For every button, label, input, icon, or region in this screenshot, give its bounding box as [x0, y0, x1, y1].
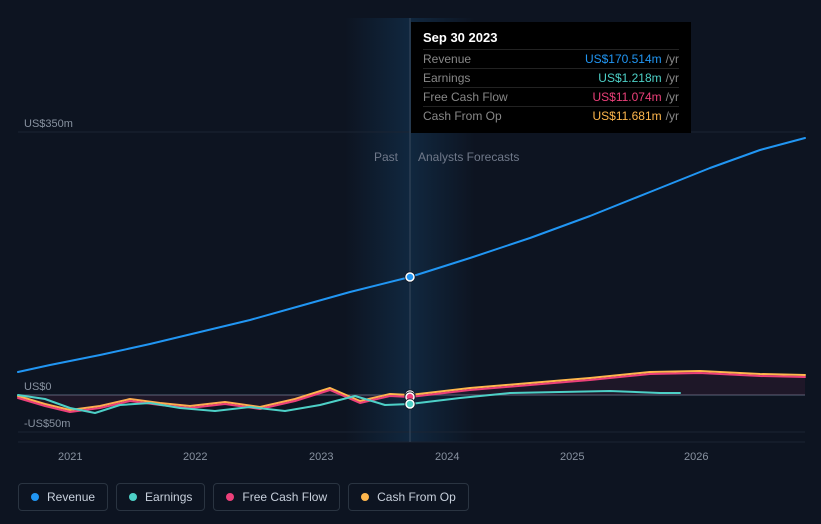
x-axis-tick: 2024 — [435, 451, 459, 463]
legend-item-revenue[interactable]: Revenue — [18, 483, 108, 511]
tooltip-metric-suffix: /yr — [666, 52, 679, 66]
tooltip-metric-label: Free Cash Flow — [423, 90, 508, 104]
legend-item-free-cash-flow[interactable]: Free Cash Flow — [213, 483, 340, 511]
legend-label: Revenue — [47, 490, 95, 504]
past-label: Past — [374, 150, 398, 164]
tooltip-row: Revenue US$170.514m/yr — [423, 49, 679, 68]
tooltip-metric-suffix: /yr — [666, 71, 679, 85]
legend-label: Free Cash Flow — [242, 490, 327, 504]
tooltip-date: Sep 30 2023 — [423, 30, 679, 45]
tooltip-row: Cash From Op US$11.681m/yr — [423, 106, 679, 125]
financials-chart: US$350m US$0 -US$50m 2021 2022 2023 2024 2025 2… — [0, 0, 821, 524]
tooltip-metric-value: US$1.218m — [598, 71, 661, 85]
tooltip-metric-label: Cash From Op — [423, 109, 502, 123]
legend-item-earnings[interactable]: Earnings — [116, 483, 205, 511]
x-axis-tick: 2025 — [560, 451, 584, 463]
legend-label: Cash From Op — [377, 490, 456, 504]
chart-legend: Revenue Earnings Free Cash Flow Cash From O… — [18, 483, 469, 511]
tooltip-metric-suffix: /yr — [666, 109, 679, 123]
legend-dot-icon — [226, 493, 234, 501]
x-axis-tick: 2023 — [309, 451, 333, 463]
y-axis-tick: -US$50m — [24, 418, 70, 430]
y-axis-tick: US$350m — [24, 118, 73, 130]
tooltip-row: Free Cash Flow US$11.074m/yr — [423, 87, 679, 106]
forecast-label: Analysts Forecasts — [418, 150, 519, 164]
legend-dot-icon — [31, 493, 39, 501]
tooltip-metric-value: US$11.681m — [593, 109, 662, 123]
tooltip-row: Earnings US$1.218m/yr — [423, 68, 679, 87]
legend-dot-icon — [361, 493, 369, 501]
legend-dot-icon — [129, 493, 137, 501]
tooltip-metric-label: Revenue — [423, 52, 471, 66]
y-axis-tick: US$0 — [24, 381, 52, 393]
chart-tooltip: Sep 30 2023 RevenueUS$170.514m/yrEarning… — [411, 22, 691, 133]
tooltip-metric-value: US$11.074m — [593, 90, 662, 104]
tooltip-metric-label: Earnings — [423, 71, 470, 85]
x-axis-tick: 2021 — [58, 451, 82, 463]
x-axis-tick: 2026 — [684, 451, 708, 463]
tooltip-metric-suffix: /yr — [666, 90, 679, 104]
legend-label: Earnings — [145, 490, 192, 504]
legend-item-cash-from-op[interactable]: Cash From Op — [348, 483, 469, 511]
tooltip-metric-value: US$170.514m — [585, 52, 662, 66]
x-axis-tick: 2022 — [183, 451, 207, 463]
